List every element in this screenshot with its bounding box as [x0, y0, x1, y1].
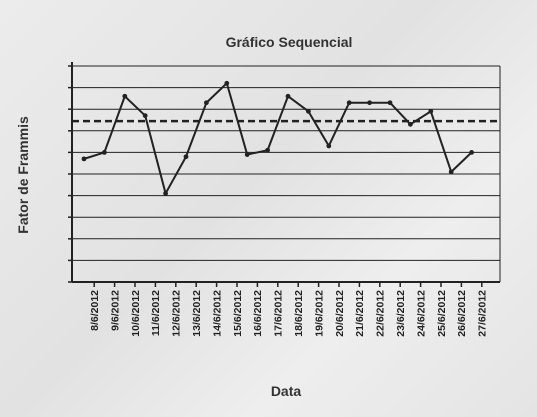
- data-point: [326, 143, 332, 149]
- data-points: [81, 80, 474, 196]
- data-point: [448, 169, 454, 175]
- data-point: [122, 93, 128, 99]
- data-point: [387, 100, 393, 106]
- x-axis-title: Data: [271, 383, 302, 399]
- data-point: [285, 93, 291, 99]
- x-tick-label: 15/6/2012: [232, 290, 244, 337]
- data-point: [265, 147, 270, 153]
- data-point: [102, 150, 107, 155]
- data-point: [469, 150, 474, 155]
- data-point: [346, 100, 352, 106]
- x-tick-label: 13/6/2012: [191, 290, 203, 337]
- x-tick-labels: 8/6/2012 9/6/2012 10/6/2012 11/6/2012 12/6/2…: [89, 290, 489, 337]
- data-point: [163, 191, 169, 196]
- data-point: [306, 108, 311, 114]
- x-tick-label: 18/6/2012: [293, 290, 305, 337]
- x-tick-label: 21/6/2012: [354, 290, 366, 337]
- data-point: [367, 100, 372, 106]
- x-tick-label: 22/6/2012: [375, 290, 387, 337]
- data-point: [183, 154, 189, 160]
- data-point: [244, 152, 250, 157]
- chart-title: Gráfico Sequencial: [226, 34, 353, 50]
- y-axis-title: Fator de Frammis: [15, 116, 31, 234]
- x-tick-label: 16/6/2012: [252, 290, 264, 337]
- x-tick-label: 25/6/2012: [436, 290, 448, 337]
- x-tick-label: 23/6/2012: [395, 290, 407, 337]
- x-tick-label: 12/6/2012: [171, 290, 183, 337]
- x-tick-label: 26/6/2012: [456, 290, 468, 337]
- x-tick-label: 24/6/2012: [415, 290, 427, 337]
- x-tick-label: 9/6/2012: [109, 290, 121, 331]
- x-tick-label: 20/6/2012: [334, 290, 346, 337]
- axes: [71, 62, 501, 287]
- x-tick-label: 14/6/2012: [211, 290, 223, 337]
- series-line: [83, 82, 473, 195]
- data-point: [224, 80, 230, 86]
- data-point: [428, 108, 434, 114]
- data-point: [204, 100, 209, 106]
- data-point: [408, 121, 413, 127]
- x-tick-label: 17/6/2012: [273, 290, 285, 337]
- x-tick-label: 11/6/2012: [150, 290, 162, 336]
- x-tick-label: 27/6/2012: [477, 290, 489, 337]
- x-tick-label: 8/6/2012: [89, 290, 101, 331]
- data-point: [81, 156, 87, 162]
- x-tick-label: 19/6/2012: [313, 290, 325, 337]
- x-tick-label: 10/6/2012: [130, 290, 142, 337]
- data-point: [142, 113, 148, 119]
- grid-lines: [68, 65, 500, 283]
